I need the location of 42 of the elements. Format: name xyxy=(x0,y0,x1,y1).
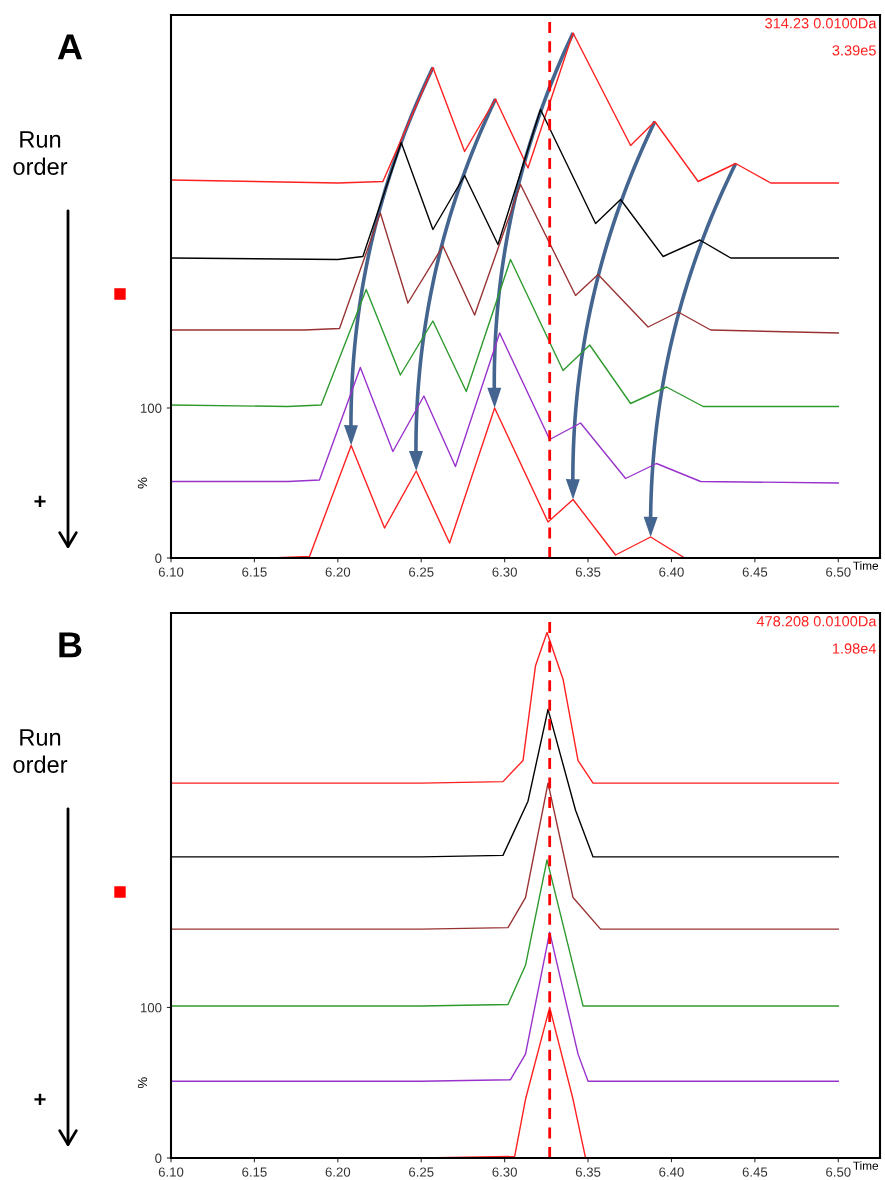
y-axis-title: % xyxy=(137,1077,148,1089)
line-series xyxy=(171,183,839,334)
x-axis-title: Time xyxy=(853,1161,879,1170)
x-tick-label: 6.45 xyxy=(742,1167,768,1177)
y-tick-label: 100 xyxy=(140,403,162,413)
annotation: 1.98e4 xyxy=(832,643,877,654)
x-tick-label: 6.25 xyxy=(409,1167,434,1177)
x-tick-label: 6.35 xyxy=(575,1167,601,1177)
x-tick-label: 6.30 xyxy=(492,1167,517,1177)
x-tick-label: 6.40 xyxy=(659,1167,684,1177)
x-tick-label: 6.35 xyxy=(575,567,601,577)
text: + xyxy=(34,495,46,507)
line-series xyxy=(171,859,839,1007)
x-tick-label: 6.20 xyxy=(325,567,351,577)
x-tick-label: 6.50 xyxy=(826,567,851,577)
x-tick-label: 6.10 xyxy=(158,567,184,577)
x-tick-label: 6.45 xyxy=(742,567,768,577)
line-series xyxy=(171,782,839,930)
x-tick-label: 6.50 xyxy=(826,1167,851,1177)
x-tick-label: 6.25 xyxy=(409,567,434,577)
x-tick-label: 6.20 xyxy=(325,1167,351,1177)
x-axis-title: Time xyxy=(853,561,879,570)
x-tick-label: 6.15 xyxy=(242,1167,267,1177)
y-tick-label: 0 xyxy=(155,553,162,563)
x-tick-label: 6.40 xyxy=(659,567,684,577)
line-series xyxy=(171,332,839,484)
x-tick-label: 6.30 xyxy=(492,567,517,577)
text: + xyxy=(34,1093,46,1105)
line-series xyxy=(171,258,839,408)
text: Run order xyxy=(13,729,68,773)
annotation: 3.39e5 xyxy=(832,45,876,56)
text: Run order xyxy=(13,131,68,175)
y-tick-label: 100 xyxy=(140,1003,162,1013)
chart-title: A xyxy=(57,34,83,60)
line-series xyxy=(171,931,839,1082)
annotation: 478.208 0.0100Da xyxy=(756,616,877,627)
y-axis-title: % xyxy=(137,477,148,489)
y-tick-label: 0 xyxy=(155,1153,162,1163)
chart-title: B xyxy=(59,632,82,658)
x-tick-label: 6.10 xyxy=(158,1167,184,1177)
x-tick-label: 6.15 xyxy=(242,567,267,577)
annotation: 314.23 0.0100Da xyxy=(765,18,877,29)
